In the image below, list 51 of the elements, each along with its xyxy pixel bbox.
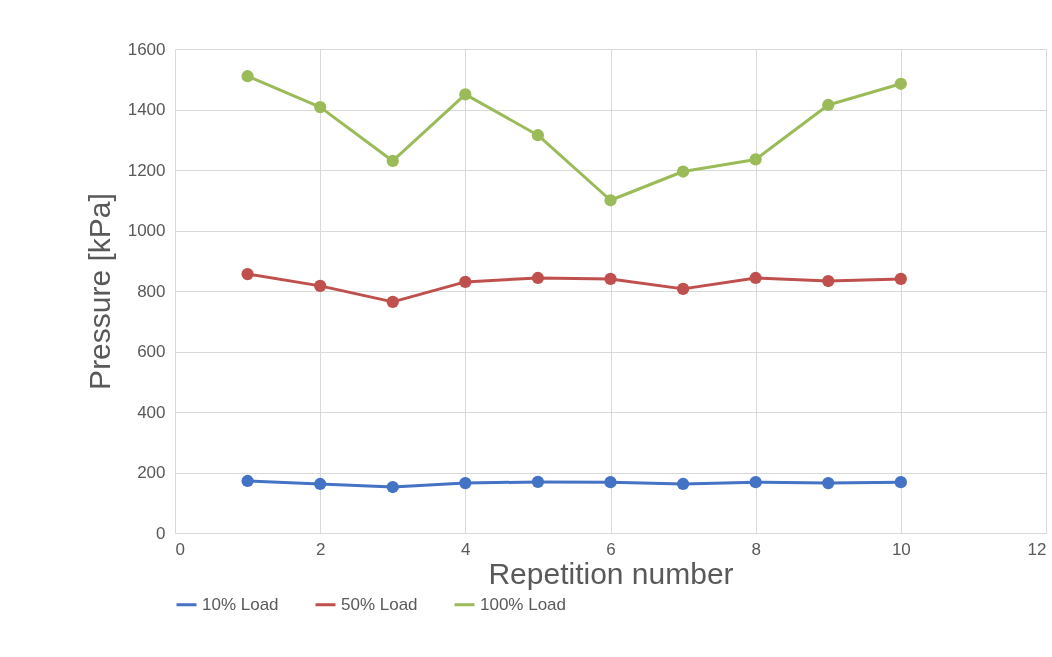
- point: [386, 480, 399, 494]
- point: [822, 98, 835, 112]
- y-tick-label: 1200: [127, 160, 166, 180]
- point: [604, 194, 617, 207]
- point: [314, 279, 327, 292]
- y-tick-label: 800: [137, 281, 166, 301]
- point: [676, 282, 690, 295]
- x-tick-label: 0: [175, 539, 185, 559]
- point: [241, 70, 254, 83]
- point: [314, 100, 327, 114]
- y-tick-label: 1400: [127, 100, 166, 119]
- y-tick-label: 1600: [127, 39, 166, 59]
- y-tick-label: 1000: [127, 221, 166, 240]
- point: [531, 475, 545, 488]
- x-tick-label: 10: [891, 539, 911, 559]
- x-tick-label: 8: [751, 539, 761, 559]
- legend-label: 10% Load: [202, 594, 279, 614]
- point: [894, 272, 907, 286]
- y-tick-label: 600: [137, 342, 166, 361]
- y-axis-title: Pressure [kPa]: [82, 193, 116, 390]
- y-tick-label: 400: [137, 402, 166, 422]
- point: [604, 476, 617, 489]
- point: [314, 477, 327, 491]
- point: [822, 476, 835, 490]
- point: [749, 153, 762, 166]
- point: [894, 476, 907, 489]
- x-tick-label: 4: [461, 539, 471, 559]
- point: [459, 88, 472, 101]
- point: [241, 267, 254, 281]
- x-tick-label: 2: [315, 539, 326, 559]
- point: [676, 165, 690, 178]
- point: [386, 154, 399, 168]
- point: [604, 272, 617, 286]
- x-axis-title: Repetition number: [488, 556, 734, 590]
- x-tick-label: 12: [1027, 539, 1047, 559]
- y-tick-label: 200: [137, 463, 166, 482]
- x-tick-label: 6: [606, 539, 616, 559]
- legend-label: 50% Load: [341, 594, 418, 614]
- y-tick-label: 0: [156, 523, 166, 543]
- point: [822, 274, 835, 288]
- point: [241, 474, 254, 488]
- point: [749, 476, 762, 489]
- point: [894, 77, 907, 90]
- point: [459, 275, 472, 289]
- point: [386, 295, 399, 308]
- point: [459, 476, 472, 490]
- point: [749, 271, 762, 285]
- legend-label: 100% Load: [480, 594, 567, 614]
- point: [531, 129, 545, 142]
- point: [531, 271, 545, 285]
- point: [676, 477, 690, 491]
